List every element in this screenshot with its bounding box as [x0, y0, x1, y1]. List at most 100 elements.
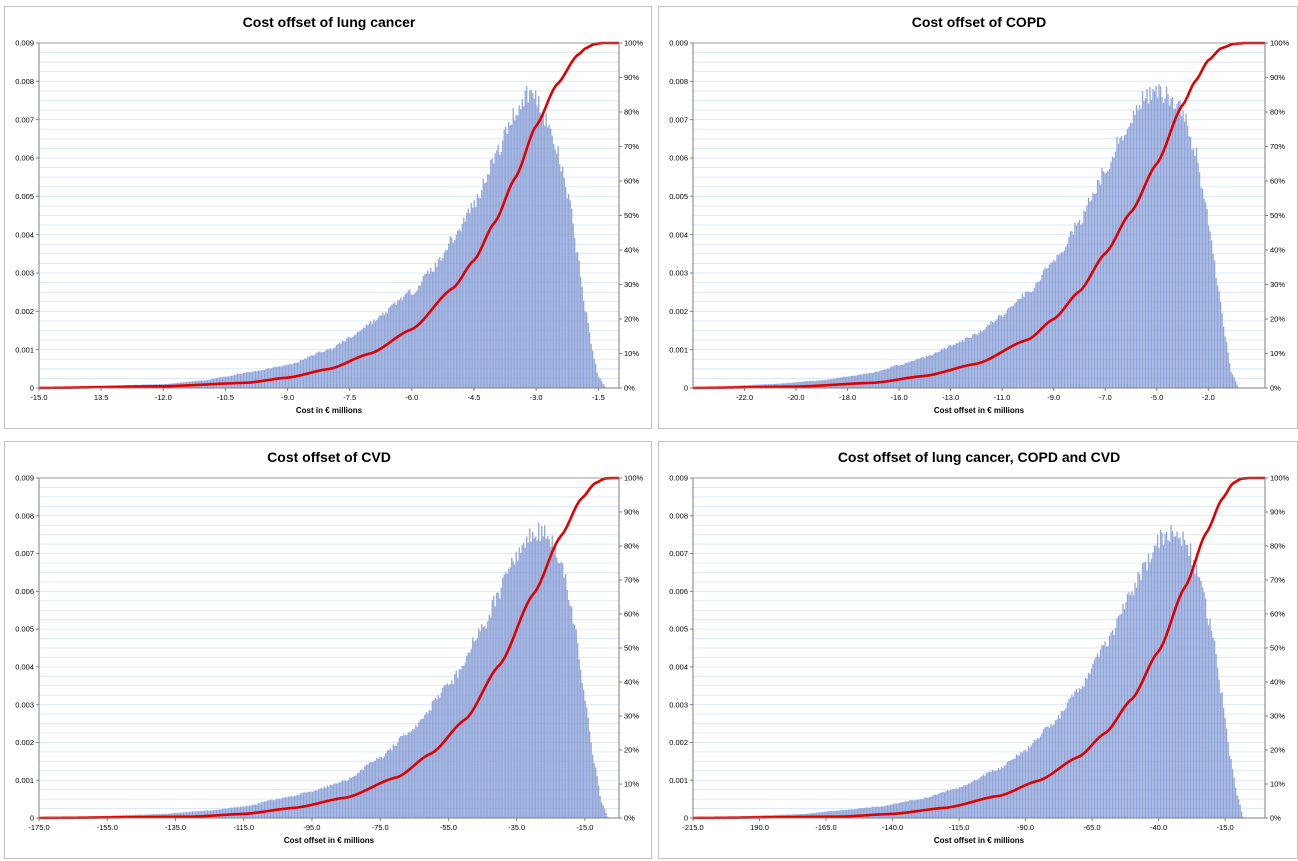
histogram-bar	[1093, 659, 1096, 818]
histogram-bar	[964, 338, 967, 388]
histogram-bar	[569, 200, 571, 388]
histogram-bar	[1063, 250, 1066, 388]
histogram-bar	[828, 379, 830, 388]
histogram-bar	[991, 769, 994, 818]
x-tick-label: -35.0	[508, 823, 525, 832]
chart-cvd: Cost offset of CVD00.0010.0020.0030.0040…	[15, 449, 643, 845]
histogram-bar	[973, 333, 976, 388]
histogram-bar	[262, 369, 264, 388]
histogram-bar	[1212, 637, 1214, 818]
histogram-bar	[1137, 110, 1139, 388]
histogram-bar	[1177, 101, 1180, 388]
histogram-bar	[1159, 529, 1162, 818]
histogram-bar	[1039, 280, 1042, 388]
histogram-bar	[877, 806, 879, 818]
histogram-bar	[499, 598, 501, 818]
y-axis-right-ticks: 0% 10% 20% 30% 40% 50% 60% 70% 80% 90% 100%	[1265, 474, 1290, 823]
histogram-bar	[808, 381, 810, 388]
histogram-bar	[578, 260, 580, 388]
histogram-bar	[961, 339, 964, 388]
y-tick-label: 0.005	[15, 192, 34, 201]
histogram-bar	[1186, 125, 1189, 388]
histogram-bar	[446, 250, 448, 388]
histogram-bar	[602, 383, 604, 388]
histogram-bar	[1149, 87, 1151, 388]
histogram-bar	[470, 649, 472, 818]
histogram-bar	[916, 358, 918, 388]
histogram-bar	[193, 811, 195, 818]
histogram-bar	[1134, 115, 1136, 388]
y-tick-label: 0.007	[669, 549, 688, 558]
histogram-bar	[814, 380, 816, 388]
histogram-bar	[1080, 224, 1082, 388]
histogram-bar	[457, 230, 459, 388]
histogram-bar	[557, 146, 559, 388]
histogram-bar	[559, 164, 561, 388]
histogram-bar	[795, 382, 797, 388]
histogram-bar	[484, 183, 486, 388]
histogram-bar	[239, 374, 242, 388]
histogram-bar	[200, 810, 203, 818]
histogram-bar	[524, 547, 526, 818]
histogram-bar	[844, 376, 846, 388]
histogram-bar	[925, 797, 927, 818]
histogram-bar	[530, 541, 532, 818]
histogram-bar	[230, 375, 233, 388]
chart-panel-copd: Cost offset of COPD 0 0.001 0.002 0.003 0.004…	[658, 6, 1298, 429]
histogram-bar	[271, 368, 273, 388]
histogram-bar	[445, 684, 447, 818]
histogram-bar	[822, 811, 824, 818]
histogram-bar	[226, 808, 228, 818]
histogram-bar	[997, 315, 1000, 388]
histogram-bar	[199, 811, 201, 818]
y-tick-label: 0.009	[15, 39, 34, 48]
histogram-bar	[1141, 91, 1144, 389]
histogram-bar	[933, 795, 935, 818]
histogram-bar	[259, 370, 261, 388]
histogram-bar	[799, 381, 801, 388]
histogram-bar	[433, 271, 435, 388]
histogram-bar	[553, 553, 555, 818]
histogram-bar	[838, 810, 840, 818]
histogram-bar	[533, 98, 535, 389]
histogram-bar	[1218, 291, 1220, 388]
y-tick-label: 0	[684, 384, 688, 393]
histogram-bar	[885, 369, 887, 388]
histogram-bar	[388, 749, 390, 818]
histogram-bar	[997, 767, 1000, 818]
histogram-bars	[693, 84, 1240, 389]
cumulative-curve	[692, 41, 1265, 390]
histogram-bar	[1120, 613, 1123, 818]
x-tick-label: -155.0	[97, 823, 118, 832]
y2-tick-label: 90%	[624, 73, 639, 82]
histogram-bar	[475, 207, 477, 388]
histogram-bar	[598, 377, 600, 388]
histogram-bar	[963, 341, 965, 388]
histogram-bar	[966, 336, 968, 388]
histogram-bar	[533, 538, 535, 818]
histogram-bar	[964, 785, 967, 818]
histogram-bar	[572, 623, 574, 818]
histogram-bar	[391, 304, 393, 388]
histogram-bar	[554, 545, 556, 818]
histogram-bar	[1161, 96, 1163, 389]
histogram-bar	[1057, 715, 1060, 818]
histogram-bar	[401, 736, 403, 818]
histogram-bar	[505, 126, 507, 389]
histogram-bar	[1099, 184, 1102, 388]
histogram-bar	[910, 800, 912, 818]
histogram-bar	[1030, 292, 1033, 388]
histogram-bar	[882, 806, 884, 818]
histogram-bar	[1171, 97, 1174, 388]
x-tick-label: -115.0	[949, 823, 970, 832]
histogram-bar	[1174, 536, 1177, 818]
histogram-bar	[515, 114, 517, 389]
histogram-bar	[816, 380, 818, 388]
histogram-bar	[353, 335, 356, 388]
histogram-bar	[1093, 194, 1096, 388]
histogram-bar	[487, 621, 489, 818]
histogram-bar	[1057, 255, 1060, 388]
histogram-bar	[942, 349, 944, 388]
histogram-bar	[1194, 573, 1196, 818]
histogram-bar	[999, 769, 1001, 818]
